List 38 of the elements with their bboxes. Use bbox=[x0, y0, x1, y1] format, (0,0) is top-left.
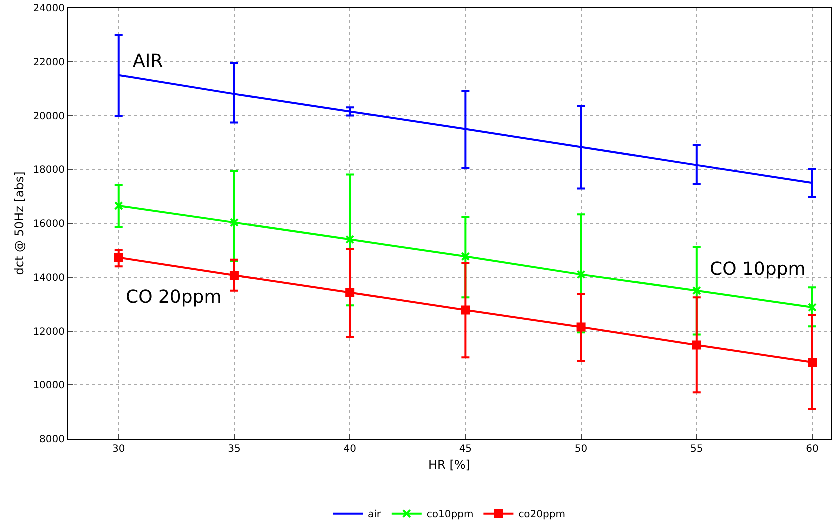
y-tick-label: 22000 bbox=[33, 57, 65, 68]
point bbox=[346, 288, 355, 298]
point bbox=[692, 286, 702, 296]
y-tick-label: 24000 bbox=[33, 4, 65, 14]
point bbox=[576, 270, 586, 280]
y-axis-title: dct @ 50Hz [abs] bbox=[12, 172, 26, 276]
x-tick-label: 35 bbox=[228, 444, 241, 455]
x-tick-label: 55 bbox=[690, 444, 704, 455]
x-tick-label: 45 bbox=[459, 444, 472, 455]
point bbox=[461, 306, 470, 315]
legend-label: air bbox=[368, 510, 382, 521]
y-tick-label: 8000 bbox=[40, 434, 65, 446]
y-tick-label: 16000 bbox=[33, 219, 65, 230]
annotation: AIR bbox=[133, 51, 164, 72]
x-tick-label: 50 bbox=[574, 444, 588, 455]
y-tick-label: 10000 bbox=[33, 380, 65, 392]
point bbox=[808, 303, 817, 312]
x-axis-title: HR [%] bbox=[428, 458, 470, 472]
point bbox=[230, 270, 239, 280]
point bbox=[230, 218, 239, 228]
point bbox=[461, 252, 470, 262]
point bbox=[114, 253, 124, 262]
x-tick-label: 60 bbox=[806, 444, 819, 455]
point bbox=[114, 201, 124, 210]
annotation: CO 10ppm bbox=[710, 259, 806, 280]
point bbox=[576, 322, 586, 332]
y-tick-label: 20000 bbox=[33, 111, 65, 122]
x-tick-label: 30 bbox=[112, 444, 126, 455]
legend-label: co10ppm bbox=[426, 510, 474, 521]
y-tick-label: 18000 bbox=[33, 165, 65, 176]
x-tick-label: 40 bbox=[344, 444, 356, 455]
point bbox=[808, 358, 817, 367]
legend-label: co20ppm bbox=[518, 510, 566, 521]
y-tick-label: 14000 bbox=[33, 272, 65, 284]
point bbox=[692, 340, 702, 350]
point bbox=[346, 235, 355, 244]
y-tick-label: 12000 bbox=[33, 326, 65, 338]
annotation: CO 20ppm bbox=[126, 287, 222, 308]
